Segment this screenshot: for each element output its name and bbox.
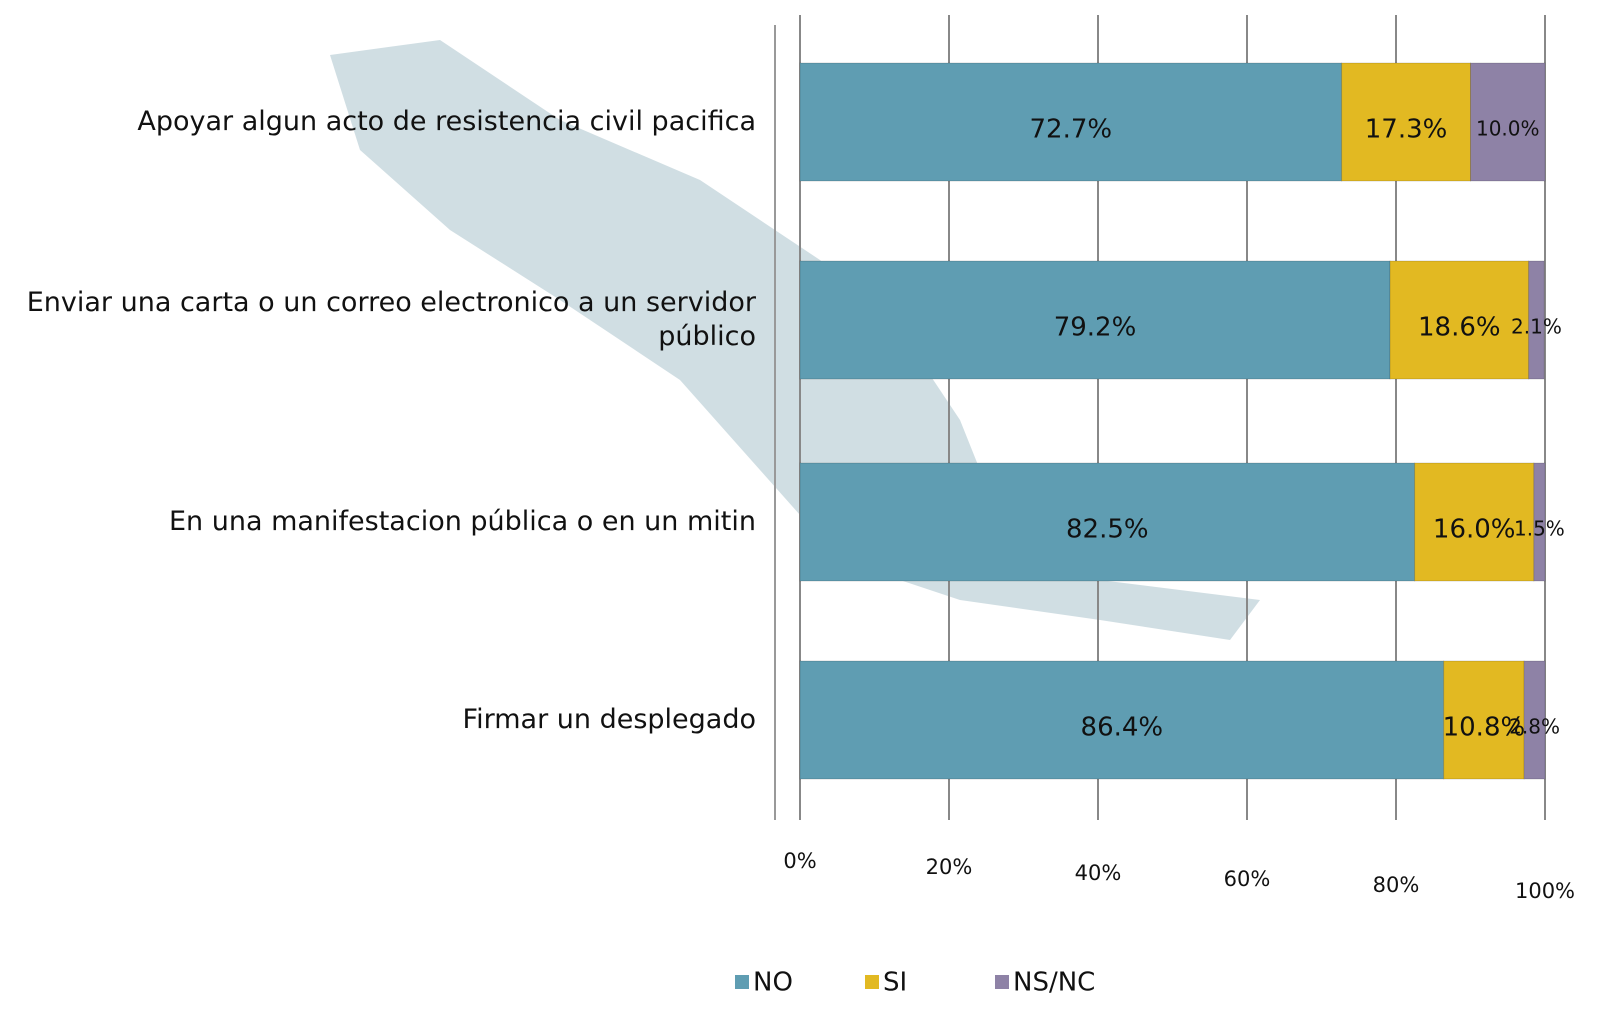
value-label: 2.8% — [1509, 715, 1560, 739]
bar-segment — [799, 260, 1391, 380]
legend-swatch — [865, 975, 879, 989]
value-label: 82.5% — [1066, 515, 1149, 545]
x-tick-label: 80% — [1373, 873, 1420, 897]
bar-segment — [1443, 660, 1525, 780]
category-label: En una manifestacion pública o en un mit… — [168, 506, 756, 537]
value-label: 18.6% — [1418, 313, 1501, 343]
legend-label: NS/NC — [1013, 968, 1095, 998]
x-tick-label: 40% — [1075, 861, 1122, 885]
bar-segment — [799, 462, 1416, 582]
bar-segment — [799, 62, 1343, 182]
bar-segment — [1414, 462, 1535, 582]
bar-segment — [1470, 62, 1546, 182]
value-label: 1.5% — [1514, 517, 1565, 541]
bar-segment — [799, 660, 1445, 780]
value-label: 10.8% — [1443, 713, 1526, 743]
value-label: 2.1% — [1511, 315, 1562, 339]
category-label: Apoyar algun acto de resistencia civil p… — [137, 106, 756, 137]
bar-segment — [1533, 462, 1546, 582]
value-label: 79.2% — [1054, 313, 1137, 343]
category-label: Firmar un desplegado — [462, 704, 756, 735]
bar-segment — [1528, 260, 1545, 380]
bar-segment — [1389, 260, 1530, 380]
x-tick-label: 100% — [1515, 879, 1575, 903]
value-label: 16.0% — [1433, 515, 1516, 545]
legend-label: NO — [753, 968, 793, 998]
background-map — [330, 40, 1260, 640]
x-tick-label: 20% — [926, 855, 973, 879]
value-label: 10.0% — [1476, 117, 1540, 141]
category-label: Enviar una carta o un correo electronico… — [26, 287, 756, 352]
x-tick-label: 0% — [783, 849, 816, 873]
bar-segment — [1341, 62, 1471, 182]
value-label: 72.7% — [1030, 115, 1113, 145]
legend-label: SI — [883, 968, 907, 998]
x-tick-label: 60% — [1224, 867, 1271, 891]
legend-swatch — [995, 975, 1009, 989]
value-label: 17.3% — [1365, 115, 1448, 145]
legend-swatch — [735, 975, 749, 989]
bar-segment — [1523, 660, 1546, 780]
value-label: 86.4% — [1081, 713, 1164, 743]
